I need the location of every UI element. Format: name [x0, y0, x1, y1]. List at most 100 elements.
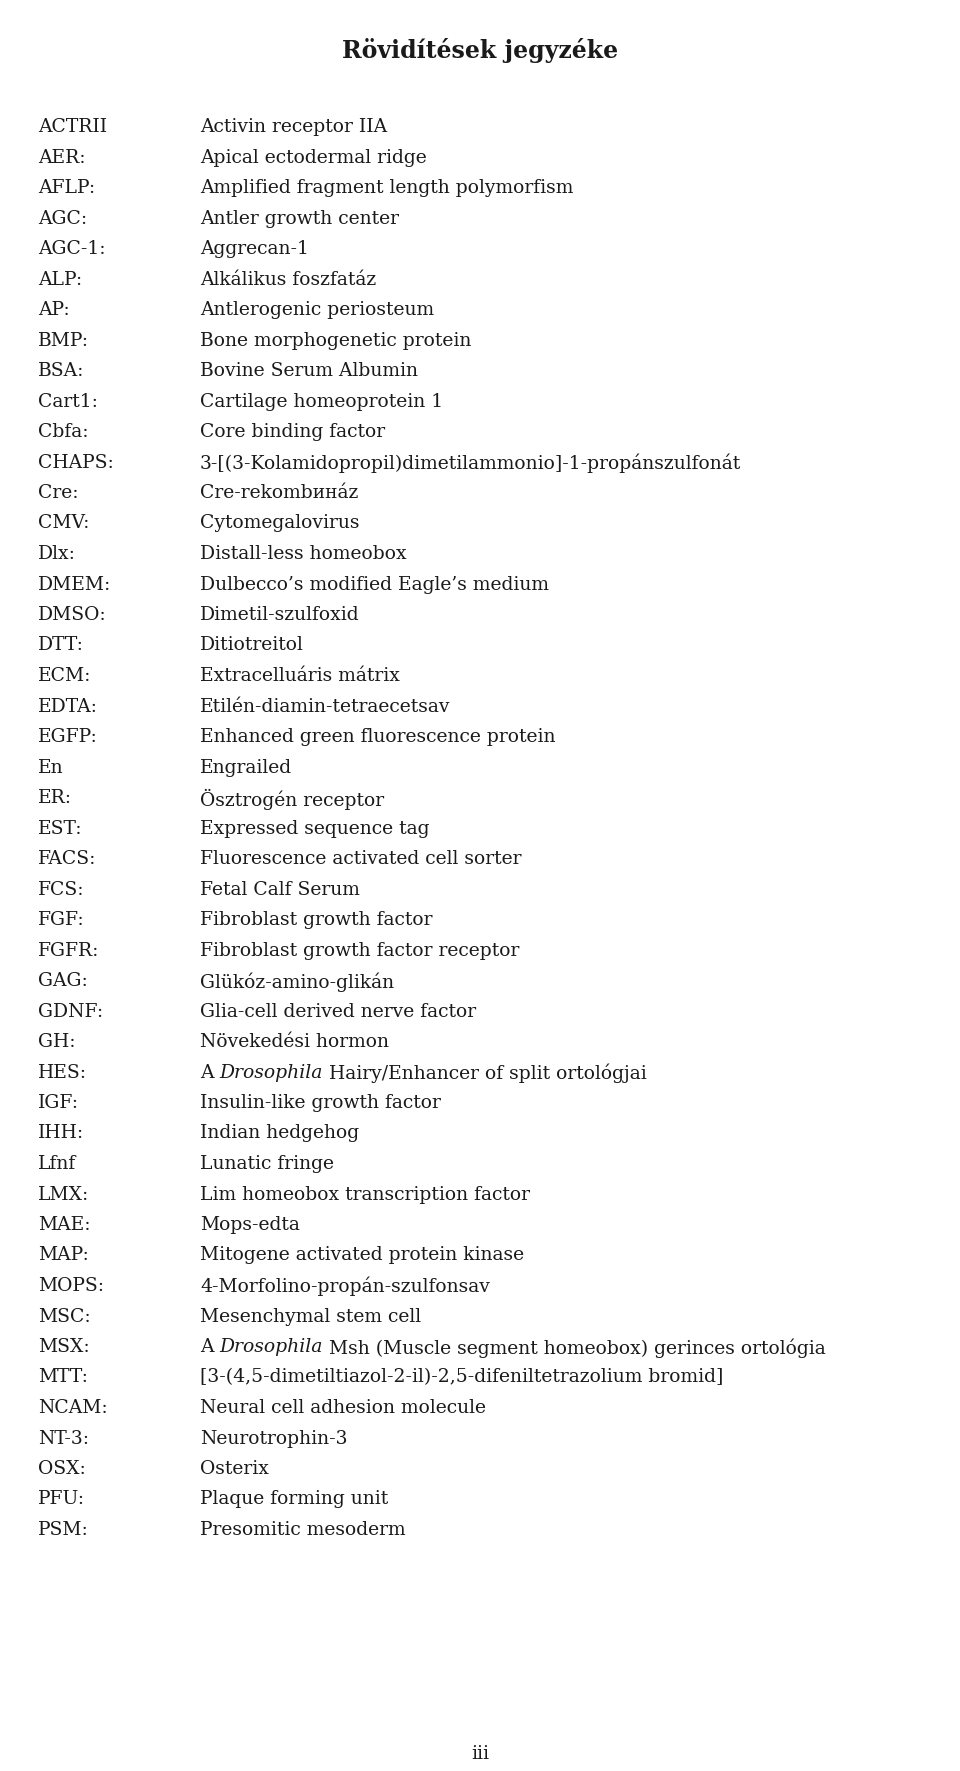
Text: IGF:: IGF:	[38, 1094, 79, 1112]
Text: CMV:: CMV:	[38, 515, 89, 533]
Text: GAG:: GAG:	[38, 972, 87, 990]
Text: Cbfa:: Cbfa:	[38, 423, 88, 441]
Text: MSC:: MSC:	[38, 1307, 90, 1325]
Text: Fibroblast growth factor: Fibroblast growth factor	[200, 910, 433, 930]
Text: En: En	[38, 758, 63, 776]
Text: Bovine Serum Albumin: Bovine Serum Albumin	[200, 361, 418, 381]
Text: Mitogene activated protein kinase: Mitogene activated protein kinase	[200, 1247, 524, 1264]
Text: ALP:: ALP:	[38, 271, 83, 289]
Text: EDTA:: EDTA:	[38, 698, 98, 715]
Text: Fluorescence activated cell sorter: Fluorescence activated cell sorter	[200, 850, 521, 868]
Text: DMSO:: DMSO:	[38, 606, 107, 623]
Text: Activin receptor IIA: Activin receptor IIA	[200, 119, 387, 136]
Text: ECM:: ECM:	[38, 668, 91, 685]
Text: Enhanced green fluorescence protein: Enhanced green fluorescence protein	[200, 728, 556, 746]
Text: Antlerogenic periosteum: Antlerogenic periosteum	[200, 301, 434, 319]
Text: LMX:: LMX:	[38, 1185, 89, 1204]
Text: Cartilage homeoprotein 1: Cartilage homeoprotein 1	[200, 393, 444, 411]
Text: Expressed sequence tag: Expressed sequence tag	[200, 820, 429, 838]
Text: Aggrecan-1: Aggrecan-1	[200, 241, 309, 259]
Text: GH:: GH:	[38, 1032, 76, 1050]
Text: MSX:: MSX:	[38, 1339, 89, 1357]
Text: Bone morphogenetic protein: Bone morphogenetic protein	[200, 331, 471, 349]
Text: FACS:: FACS:	[38, 850, 96, 868]
Text: NT-3:: NT-3:	[38, 1429, 89, 1447]
Text: Cytomegalovirus: Cytomegalovirus	[200, 515, 359, 533]
Text: ACTRII: ACTRII	[38, 119, 108, 136]
Text: Distall-less homeobox: Distall-less homeobox	[200, 545, 407, 563]
Text: Dlx:: Dlx:	[38, 545, 76, 563]
Text: Lunatic fringe: Lunatic fringe	[200, 1155, 334, 1172]
Text: AER:: AER:	[38, 149, 85, 166]
Text: MTT:: MTT:	[38, 1369, 88, 1387]
Text: A: A	[200, 1064, 220, 1082]
Text: Hairy/Enhancer of split ortológjai: Hairy/Enhancer of split ortológjai	[323, 1064, 647, 1084]
Text: MOPS:: MOPS:	[38, 1277, 104, 1295]
Text: Drosophila: Drosophila	[220, 1064, 323, 1082]
Text: Növekedési hormon: Növekedési hormon	[200, 1032, 389, 1050]
Text: EST:: EST:	[38, 820, 83, 838]
Text: Fibroblast growth factor receptor: Fibroblast growth factor receptor	[200, 942, 519, 960]
Text: Etilén-diamin-tetraecetsav: Etilén-diamin-tetraecetsav	[200, 698, 450, 715]
Text: Indian hedgehog: Indian hedgehog	[200, 1125, 359, 1142]
Text: Core binding factor: Core binding factor	[200, 423, 385, 441]
Text: HES:: HES:	[38, 1064, 87, 1082]
Text: BSA:: BSA:	[38, 361, 84, 381]
Text: Alkálikus foszfatáz: Alkálikus foszfatáz	[200, 271, 376, 289]
Text: Apical ectodermal ridge: Apical ectodermal ridge	[200, 149, 427, 166]
Text: IHH:: IHH:	[38, 1125, 84, 1142]
Text: AGC-1:: AGC-1:	[38, 241, 106, 259]
Text: Amplified fragment length polymorfism: Amplified fragment length polymorfism	[200, 179, 573, 197]
Text: AFLP:: AFLP:	[38, 179, 95, 197]
Text: Neurotrophin-3: Neurotrophin-3	[200, 1429, 348, 1447]
Text: Presomitic mesoderm: Presomitic mesoderm	[200, 1521, 406, 1539]
Text: FGFR:: FGFR:	[38, 942, 100, 960]
Text: Cre:: Cre:	[38, 483, 79, 501]
Text: Plaque forming unit: Plaque forming unit	[200, 1491, 388, 1509]
Text: Dimetil-szulfoxid: Dimetil-szulfoxid	[200, 606, 360, 623]
Text: Mesenchymal stem cell: Mesenchymal stem cell	[200, 1307, 421, 1325]
Text: A: A	[200, 1339, 220, 1357]
Text: [3-(4,5-dimetiltiazol-2-il)-2,5-difeniltetrazolium bromid]: [3-(4,5-dimetiltiazol-2-il)-2,5-difenilt…	[200, 1369, 724, 1387]
Text: PFU:: PFU:	[38, 1491, 85, 1509]
Text: ER:: ER:	[38, 790, 72, 808]
Text: Lfnf: Lfnf	[38, 1155, 76, 1172]
Text: DMEM:: DMEM:	[38, 576, 111, 593]
Text: Engrailed: Engrailed	[200, 758, 292, 776]
Text: Extracelluáris mátrix: Extracelluáris mátrix	[200, 668, 400, 685]
Text: CHAPS:: CHAPS:	[38, 453, 113, 471]
Text: MAE:: MAE:	[38, 1217, 90, 1234]
Text: Insulin-like growth factor: Insulin-like growth factor	[200, 1094, 441, 1112]
Text: Glia-cell derived nerve factor: Glia-cell derived nerve factor	[200, 1002, 476, 1020]
Text: 3-[(3-Kolamidopropil)dimetilammonio]-1-propánszulfonát: 3-[(3-Kolamidopropil)dimetilammonio]-1-p…	[200, 453, 741, 473]
Text: NCAM:: NCAM:	[38, 1399, 108, 1417]
Text: BMP:: BMP:	[38, 331, 89, 349]
Text: Ditiotreitol: Ditiotreitol	[200, 636, 304, 655]
Text: Glükóz-amino-glikán: Glükóz-amino-glikán	[200, 972, 395, 992]
Text: Fetal Calf Serum: Fetal Calf Serum	[200, 880, 360, 898]
Text: 4-Morfolino-propán-szulfonsav: 4-Morfolino-propán-szulfonsav	[200, 1277, 490, 1296]
Text: EGFP:: EGFP:	[38, 728, 98, 746]
Text: Neural cell adhesion molecule: Neural cell adhesion molecule	[200, 1399, 486, 1417]
Text: Osterix: Osterix	[200, 1459, 269, 1479]
Text: iii: iii	[471, 1744, 489, 1762]
Text: Dulbecco’s modified Eagle’s medium: Dulbecco’s modified Eagle’s medium	[200, 576, 549, 593]
Text: AGC:: AGC:	[38, 209, 87, 227]
Text: OSX:: OSX:	[38, 1459, 85, 1479]
Text: GDNF:: GDNF:	[38, 1002, 103, 1020]
Text: AP:: AP:	[38, 301, 70, 319]
Text: Antler growth center: Antler growth center	[200, 209, 399, 227]
Text: Mops-edta: Mops-edta	[200, 1217, 300, 1234]
Text: Drosophila: Drosophila	[220, 1339, 323, 1357]
Text: Cre-rekombинáz: Cre-rekombинáz	[200, 483, 358, 501]
Text: Msh (Muscle segment homeobox) gerinces ortológia: Msh (Muscle segment homeobox) gerinces o…	[323, 1339, 826, 1358]
Text: Ösztrogén receptor: Ösztrogén receptor	[200, 790, 384, 809]
Text: DTT:: DTT:	[38, 636, 84, 655]
Text: Lim homeobox transcription factor: Lim homeobox transcription factor	[200, 1185, 530, 1204]
Text: FCS:: FCS:	[38, 880, 84, 898]
Text: Cart1:: Cart1:	[38, 393, 98, 411]
Text: PSM:: PSM:	[38, 1521, 88, 1539]
Text: MAP:: MAP:	[38, 1247, 88, 1264]
Text: Rövidítések jegyzéke: Rövidítések jegyzéke	[342, 37, 618, 64]
Text: FGF:: FGF:	[38, 910, 84, 930]
